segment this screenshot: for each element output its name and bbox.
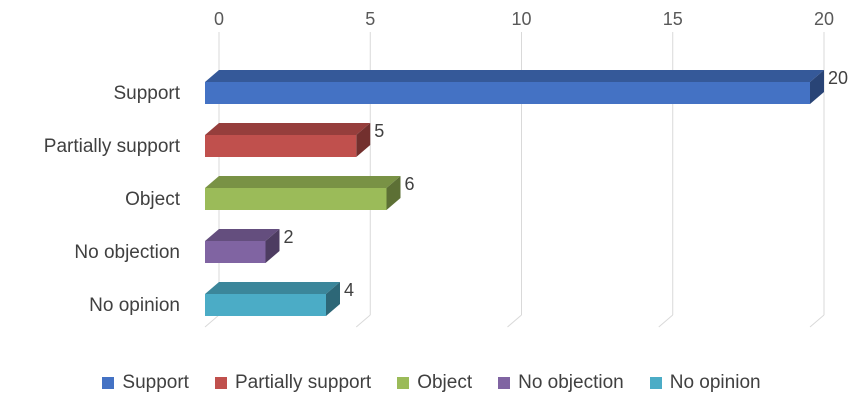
category-label: No objection (74, 242, 180, 263)
data-label: 4 (344, 280, 354, 300)
category-label: No opinion (89, 295, 180, 316)
x-tick-label: 0 (214, 9, 224, 29)
bar-side-face (810, 70, 824, 104)
bar (205, 188, 387, 210)
category-label: Support (113, 83, 180, 104)
gridline-floor (204, 314, 220, 328)
x-tick-label: 20 (814, 9, 834, 29)
legend-label: No objection (518, 372, 624, 393)
bar-top-face (205, 123, 371, 135)
legend-swatch (397, 377, 410, 389)
bar (205, 241, 266, 263)
x-tick-label: 15 (663, 9, 683, 29)
bar-top-face (205, 70, 824, 82)
bar (205, 135, 357, 157)
bar (205, 294, 326, 316)
legend: Support Partially support Object No objecti… (0, 372, 863, 394)
bar (205, 82, 810, 104)
bar-side-face (265, 229, 280, 263)
legend-swatch (498, 377, 511, 389)
bar-top-face (205, 176, 401, 188)
bar-chart: 0 5 10 15 20 Support 20 Partially support 5 Objec… (44, 9, 848, 328)
data-label: 20 (828, 68, 848, 88)
data-label: 6 (405, 174, 415, 194)
gridline-floor (809, 314, 825, 328)
bar-side-face (326, 282, 340, 316)
data-label: 2 (284, 227, 294, 247)
x-tick-label: 5 (365, 9, 375, 29)
legend-label: Support (122, 372, 189, 393)
bar-side-face (386, 176, 401, 210)
bar-top-face (205, 229, 280, 241)
bar-side-face (356, 123, 371, 157)
x-tick-label: 10 (511, 9, 531, 29)
gridline-floor (355, 314, 371, 328)
legend-swatch (102, 377, 115, 389)
gridline-floor (507, 314, 522, 328)
category-label: Object (125, 189, 181, 210)
bar-top-face (205, 282, 340, 294)
legend-item: No opinion (649, 372, 761, 394)
legend-swatch (649, 377, 662, 389)
category-label: Partially support (44, 136, 181, 157)
legend-item: Partially support (214, 372, 372, 394)
gridline-floor (658, 314, 674, 328)
legend-item: No objection (498, 372, 624, 394)
legend-label: Partially support (234, 372, 372, 393)
legend-item: Object (397, 372, 472, 394)
legend-item: Support (102, 372, 189, 394)
legend-label: No opinion (669, 372, 761, 393)
legend-label: Object (417, 372, 473, 393)
data-label: 5 (374, 121, 384, 141)
legend-swatch (214, 377, 227, 389)
